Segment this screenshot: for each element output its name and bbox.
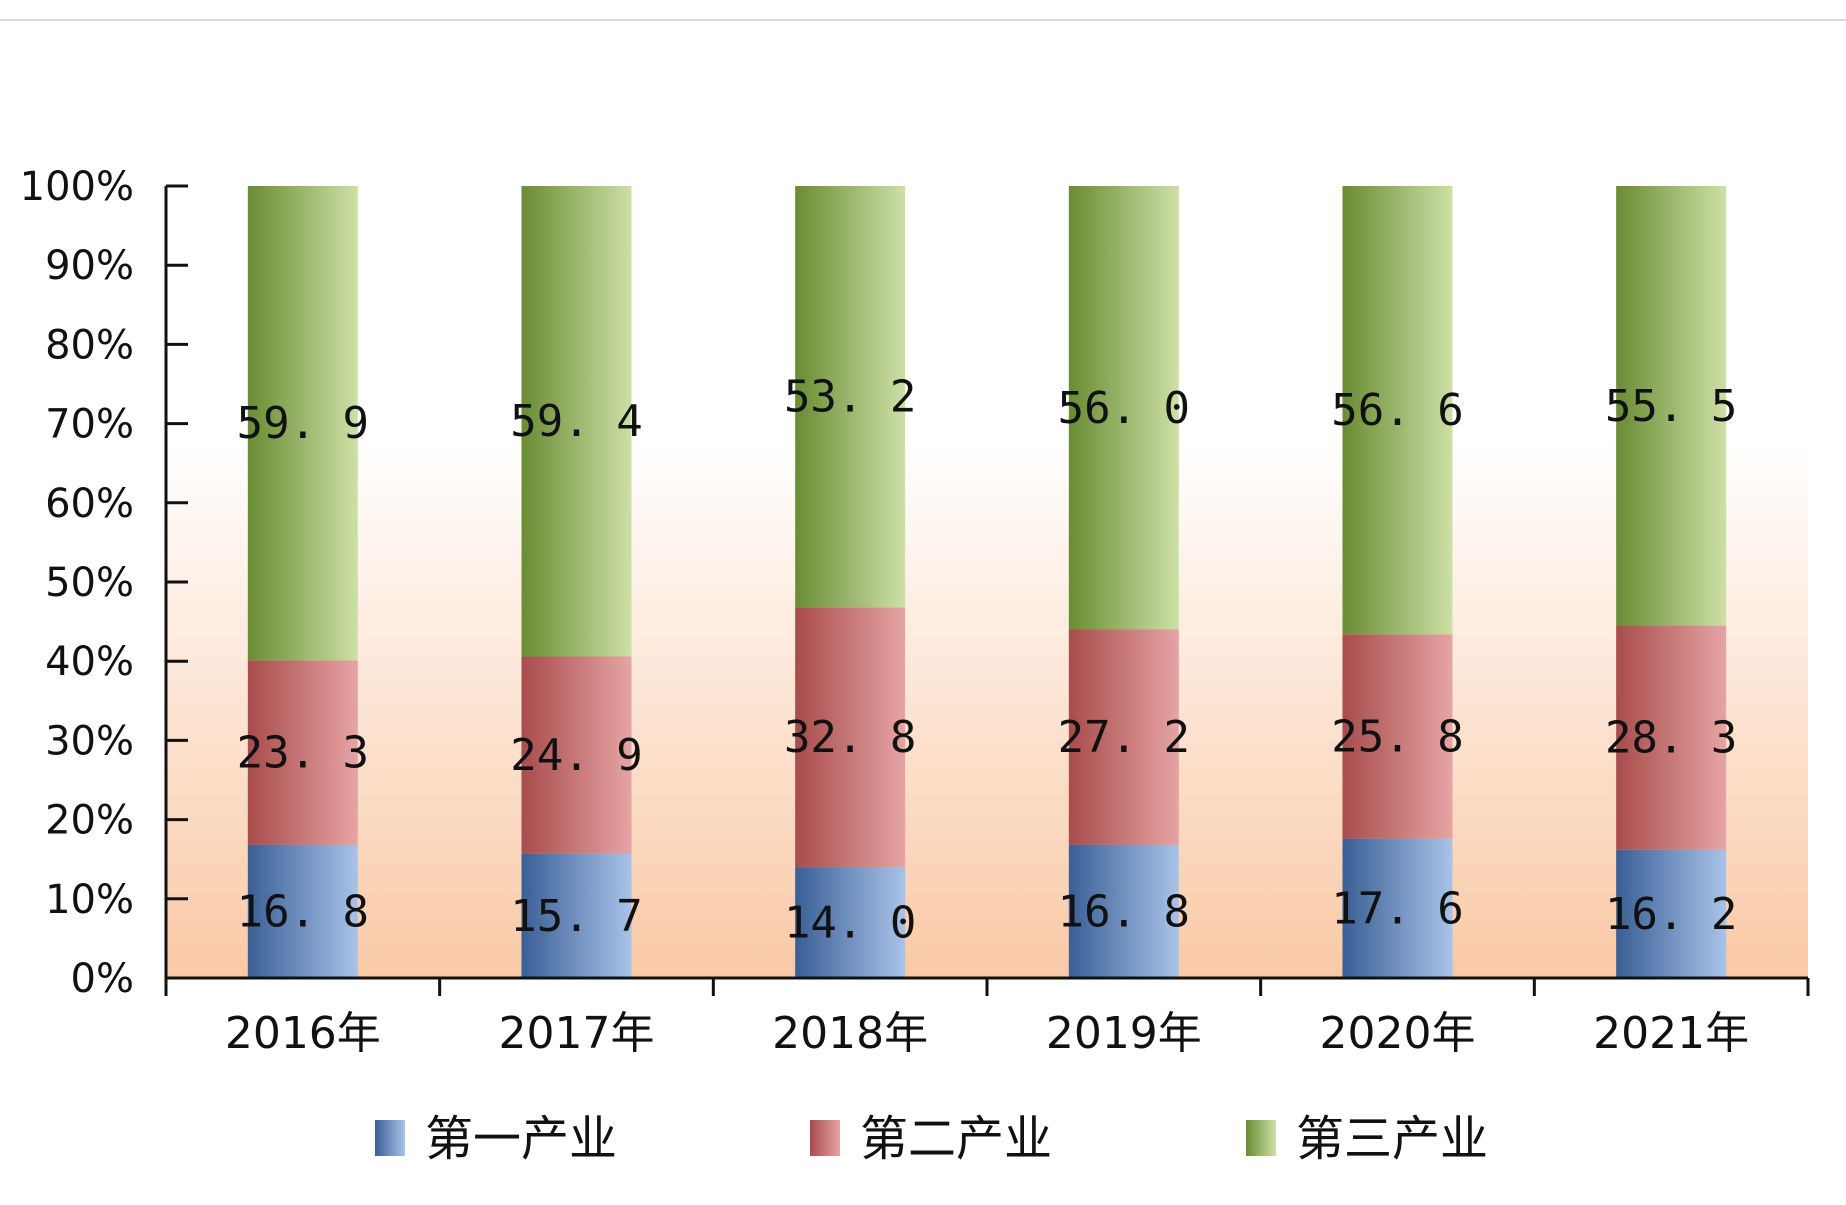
plot-background	[166, 439, 1808, 978]
bar-3-5	[1342, 186, 1453, 635]
bars-group	[247, 186, 1727, 978]
bar-1-6	[1616, 849, 1727, 978]
bar-1-4	[1068, 844, 1179, 978]
legend-label: 第三产业	[1296, 1111, 1488, 1167]
y-tick-label: 80%	[45, 322, 134, 368]
legend-swatch-1	[375, 1120, 405, 1156]
data-label: 16. 8	[1058, 886, 1190, 937]
legend-swatch-3	[1246, 1120, 1276, 1156]
bar-2-4	[1068, 629, 1179, 845]
data-label: 32. 8	[784, 712, 916, 763]
x-tick-label: 2021年	[1593, 1008, 1749, 1059]
data-label: 55. 5	[1605, 381, 1737, 432]
data-label: 27. 2	[1058, 712, 1190, 763]
data-label: 25. 8	[1331, 711, 1463, 762]
x-tick-label: 2018年	[772, 1008, 928, 1059]
labels-group: 16. 8 23. 3 59. 9 2016年 15. 7 24. 9 59. 4 2017年…	[225, 372, 1749, 1059]
bar-1-5	[1342, 838, 1453, 978]
data-label: 17. 6	[1331, 883, 1463, 934]
bar-3-4	[1068, 186, 1179, 630]
bar-2-1	[247, 660, 358, 845]
y-tick-label: 20%	[45, 798, 134, 844]
bar-2-6	[1616, 625, 1727, 850]
data-label: 56. 6	[1331, 385, 1463, 436]
y-tick-label: 30%	[45, 718, 134, 764]
bar-1-3	[795, 867, 906, 978]
data-label: 24. 9	[510, 730, 642, 781]
y-tick-label: 50%	[45, 560, 134, 606]
y-tick-label: 10%	[45, 877, 134, 923]
y-tick-label: 60%	[45, 481, 134, 527]
y-tick-label: 0%	[71, 956, 134, 1002]
bar-2-2	[521, 656, 632, 854]
axes-group: 0% 10% 20% 30% 40% 50% 60% 70% 80% 90% 100%	[20, 164, 1810, 1002]
bar-1-1	[247, 844, 358, 978]
data-label: 56. 0	[1058, 383, 1190, 434]
x-tick-label: 2017年	[499, 1008, 655, 1059]
y-tick-label: 90%	[45, 243, 134, 289]
data-label: 53. 2	[784, 372, 916, 423]
legend-label: 第一产业	[425, 1111, 617, 1167]
data-label: 23. 3	[237, 728, 369, 779]
x-tick-label: 2020年	[1320, 1008, 1476, 1059]
bar-2-5	[1342, 634, 1453, 839]
data-label: 16. 8	[237, 886, 369, 937]
x-tick-label: 2016年	[225, 1008, 381, 1059]
y-tick-label: 100%	[20, 164, 134, 210]
data-label: 59. 9	[237, 398, 369, 449]
bar-3-1	[247, 186, 358, 661]
bar-3-3	[795, 186, 906, 608]
y-tick-label: 70%	[45, 402, 134, 448]
bar-1-2	[521, 853, 632, 978]
bar-3-6	[1616, 186, 1727, 626]
legend-swatch-2	[810, 1120, 840, 1156]
data-label: 16. 2	[1605, 889, 1737, 940]
data-label: 15. 7	[510, 891, 642, 942]
data-label: 28. 3	[1605, 713, 1737, 764]
bar-3-2	[521, 186, 632, 657]
data-label: 14. 0	[784, 898, 916, 949]
bar-2-3	[795, 607, 906, 868]
x-tick-label: 2019年	[1046, 1008, 1202, 1059]
legend: 第一产业 第二产业 第三产业	[375, 1111, 1488, 1167]
data-label: 59. 4	[510, 396, 642, 447]
y-tick-label: 40%	[45, 639, 134, 685]
legend-label: 第二产业	[860, 1111, 1052, 1167]
